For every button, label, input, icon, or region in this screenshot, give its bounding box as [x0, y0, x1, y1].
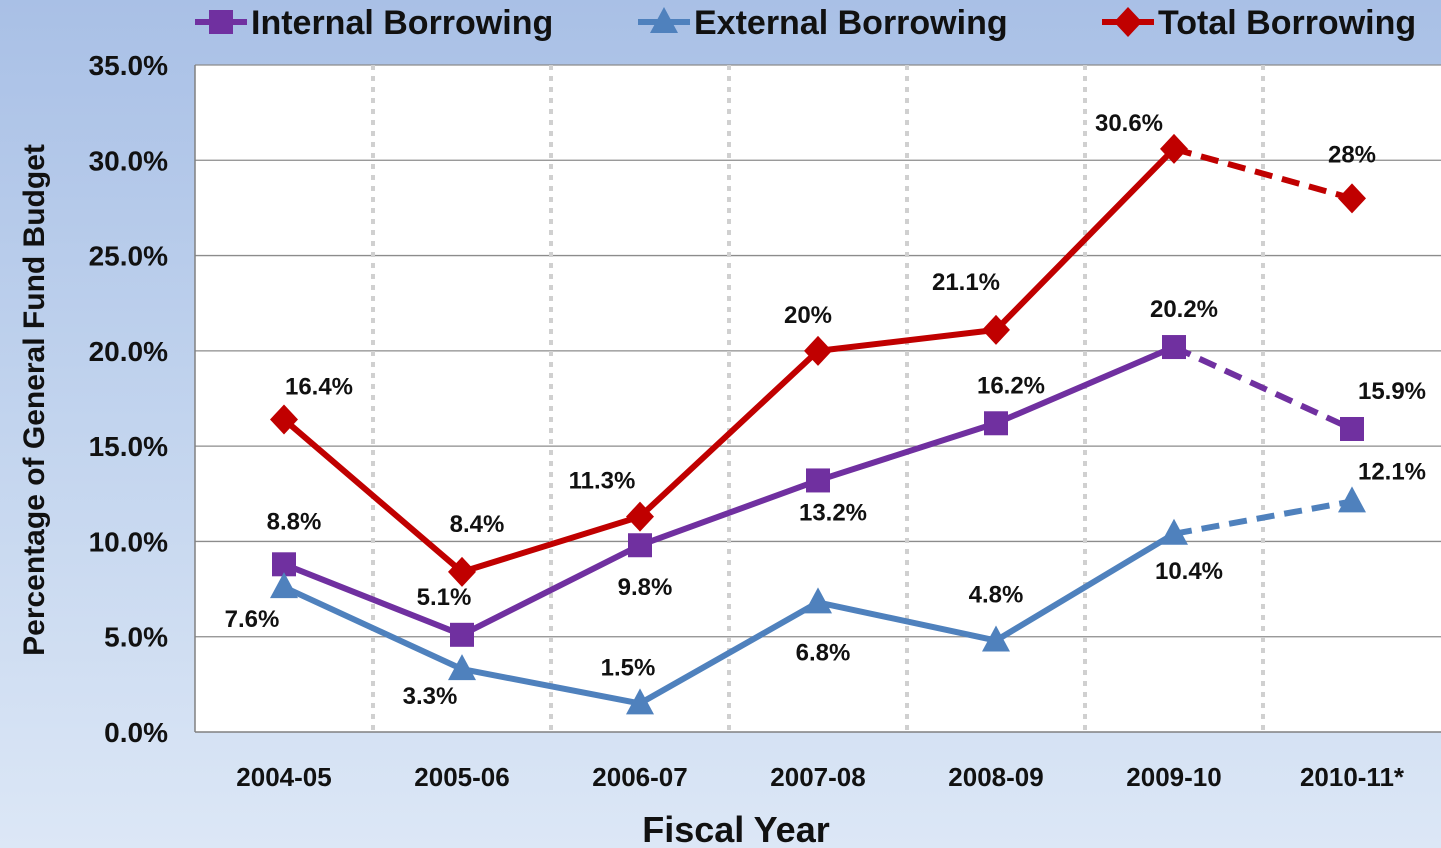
legend-label: Total Borrowing [1158, 4, 1416, 42]
data-label: 13.2% [799, 499, 867, 526]
series-layer [270, 133, 1366, 715]
data-point [804, 335, 832, 366]
legend-item: Total Borrowing [1102, 4, 1416, 42]
data-label: 10.4% [1155, 558, 1223, 585]
data-point [270, 572, 298, 599]
data-label: 16.4% [285, 373, 353, 400]
y-tick-label: 30.0% [89, 145, 168, 176]
series-total-borrowing [270, 133, 1366, 587]
data-label: 8.4% [450, 511, 505, 538]
data-point [982, 314, 1010, 345]
data-point [628, 533, 652, 558]
y-tick-label: 20.0% [89, 336, 168, 367]
data-label: 16.2% [977, 372, 1045, 399]
data-point [1338, 486, 1366, 513]
data-label: 1.5% [601, 654, 656, 681]
data-label: 12.1% [1358, 458, 1426, 485]
y-tick-label: 0.0% [104, 717, 168, 748]
legend-label: Internal Borrowing [251, 4, 553, 42]
series-external-borrowing [270, 486, 1366, 715]
legend-item: Internal Borrowing [195, 4, 553, 42]
data-label: 9.8% [618, 574, 673, 601]
data-point [448, 654, 476, 681]
series-line [282, 344, 1176, 638]
series-line-projected [1172, 344, 1354, 432]
legend: Internal Borrowing External Borrowing Tota… [195, 4, 1416, 42]
data-label: 20% [784, 302, 832, 329]
series-line [282, 146, 1177, 575]
data-labels: 8.8% 5.1% 9.8% 13.2% 16.2% 20.2% 15.9% 7.6% 3.3%… [225, 110, 1426, 710]
data-label: 20.2% [1150, 296, 1218, 323]
axes: 0.0% 5.0% 10.0% 15.0% 20.0% 25.0% 30.0% 35.0% 20… [89, 50, 1441, 792]
data-label: 11.3% [569, 468, 636, 495]
legend-swatch-marker [209, 10, 233, 34]
data-point [270, 404, 298, 435]
data-point [450, 622, 474, 647]
data-point [982, 625, 1010, 652]
data-point [804, 587, 832, 614]
x-tick-label: 2004-05 [236, 762, 331, 792]
data-label: 7.6% [225, 606, 280, 633]
data-label: 4.8% [969, 582, 1024, 609]
data-point [1160, 133, 1188, 164]
legend-swatch-marker [1114, 7, 1142, 37]
x-axis-title: Fiscal Year [642, 809, 830, 848]
y-tick-label: 35.0% [89, 50, 168, 81]
data-point [1162, 335, 1186, 360]
data-point [806, 468, 830, 493]
x-tick-label: 2005-06 [414, 762, 509, 792]
y-tick-label: 25.0% [89, 241, 168, 272]
y-tick-label: 10.0% [89, 526, 168, 557]
data-label: 5.1% [417, 584, 472, 611]
series-internal-borrowing [272, 335, 1364, 647]
x-tick-label: 2008-09 [948, 762, 1043, 792]
legend-swatch-marker [650, 7, 678, 33]
data-label: 30.6% [1095, 110, 1163, 137]
legend-item: External Borrowing [638, 4, 1008, 42]
data-label: 6.8% [796, 639, 851, 666]
y-tick-label: 15.0% [89, 431, 168, 462]
data-label: 21.1% [932, 269, 1000, 296]
series-line [282, 531, 1176, 707]
data-point [984, 411, 1008, 436]
x-tick-label: 2010-11* [1300, 762, 1405, 792]
data-point [448, 556, 476, 587]
data-point [1340, 416, 1364, 441]
data-label: 8.8% [267, 508, 322, 535]
legend-label: External Borrowing [694, 4, 1008, 42]
x-tick-label: 2009-10 [1126, 762, 1221, 792]
data-point [1160, 518, 1188, 545]
x-tick-label: 2006-07 [592, 762, 687, 792]
x-tick-label: 2007-08 [770, 762, 865, 792]
y-axis-title: Percentage of General Fund Budget [18, 144, 51, 656]
data-point [626, 688, 654, 715]
data-point [626, 501, 654, 532]
data-point [1338, 183, 1366, 214]
data-label: 15.9% [1358, 378, 1426, 405]
data-label: 3.3% [403, 683, 458, 710]
y-tick-label: 5.0% [104, 622, 168, 653]
plot-area [195, 65, 1441, 732]
series-line-projected [1173, 498, 1353, 537]
series-line-projected [1173, 145, 1353, 202]
data-label: 28% [1328, 141, 1376, 168]
